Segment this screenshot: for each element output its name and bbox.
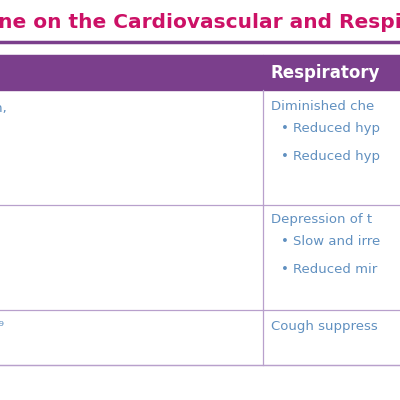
Text: Reduced hyp: Reduced hyp: [293, 150, 380, 163]
Text: •: •: [281, 263, 289, 276]
Text: •: •: [281, 235, 289, 248]
Text: Reduced mir: Reduced mir: [293, 263, 377, 276]
Bar: [0, 310, 400, 365]
Bar: [0, 55, 263, 90]
Text: Respiratory: Respiratory: [271, 64, 380, 82]
Text: •: •: [281, 150, 289, 163]
Text: Reduced heart rate¹⁸ʹ¹⁹: Reduced heart rate¹⁸ʹ¹⁹: [0, 320, 4, 333]
Bar: [0, 90, 400, 205]
Text: Slow and irre: Slow and irre: [293, 235, 380, 248]
Text: Reduced hyp: Reduced hyp: [293, 122, 380, 135]
Text: Peripheral vasodilation,: Peripheral vasodilation,: [0, 102, 7, 115]
Text: Cough suppress: Cough suppress: [271, 320, 378, 333]
Bar: [0, 205, 400, 310]
Bar: [263, 55, 400, 90]
Text: •: •: [281, 122, 289, 135]
Text: Diminished che: Diminished che: [271, 100, 374, 113]
Text: Depression of t: Depression of t: [271, 213, 372, 226]
Text: Effect of Morphine on the Cardiovascular and Respiratory Systems: Effect of Morphine on the Cardiovascular…: [0, 12, 400, 32]
